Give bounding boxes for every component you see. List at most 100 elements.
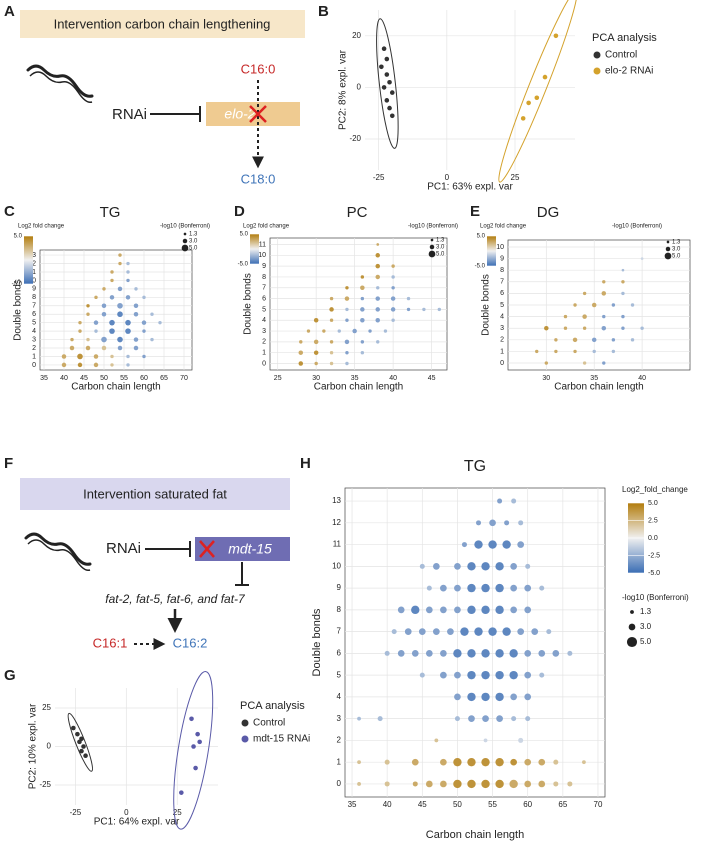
size-legend-label: 1.3 — [189, 232, 198, 238]
bubble — [86, 337, 90, 342]
bubble — [510, 758, 517, 766]
bubble — [360, 296, 365, 301]
bubble — [117, 336, 123, 343]
bubble — [390, 296, 396, 301]
bubble — [510, 606, 517, 614]
y-tick-label: 0 — [337, 779, 342, 788]
bubble — [434, 738, 439, 743]
bubble — [483, 738, 488, 743]
bubble — [495, 779, 504, 789]
bubble — [426, 585, 432, 591]
bubble — [150, 312, 154, 316]
rnai-label: RNAi — [112, 106, 147, 123]
plot-background — [39, 249, 193, 371]
point — [179, 790, 184, 795]
bubble — [544, 325, 549, 331]
bubble — [524, 650, 532, 657]
y-tick-label: 6 — [337, 648, 342, 657]
bubble — [419, 563, 425, 569]
bubble — [582, 326, 587, 330]
bubble — [298, 350, 304, 355]
bubble — [517, 628, 525, 635]
size-legend-label: 1.3 — [640, 607, 652, 616]
bubble — [591, 337, 597, 343]
bubble — [640, 326, 644, 330]
x-tick-label: 40 — [638, 375, 646, 382]
bubble — [78, 329, 82, 333]
bubble — [538, 758, 546, 766]
point — [197, 739, 202, 745]
x-tick-label: 65 — [558, 800, 567, 809]
colorbar-title: Log2_fold_change — [622, 485, 688, 494]
bubble — [468, 715, 475, 723]
bubble — [133, 345, 139, 351]
size-legend-marker — [630, 610, 634, 614]
x-tick-label: 35 — [40, 375, 48, 382]
bubble — [474, 540, 483, 549]
bubble — [418, 628, 426, 635]
bubble — [345, 350, 349, 355]
bubble — [525, 716, 531, 722]
diagram-f: Intervention saturated fat RNAi mdt-15 f… — [20, 478, 290, 650]
bubble — [611, 338, 616, 342]
bubble — [391, 286, 395, 290]
bubble — [110, 278, 114, 283]
bubble — [133, 311, 139, 317]
size-legend-label: 5.0 — [640, 637, 652, 646]
y-tick-label: 1 — [337, 757, 342, 766]
bubble — [299, 340, 303, 344]
bubble — [563, 314, 568, 319]
bubble — [126, 270, 130, 274]
y-tick-label: 10 — [258, 252, 266, 259]
bubble — [118, 261, 122, 266]
worm — [24, 532, 92, 566]
bubble — [481, 670, 490, 680]
colorbar-title: Log2 fold change — [480, 224, 527, 230]
bubble — [77, 353, 83, 360]
bubble — [376, 286, 380, 290]
y-tick-label: 10 — [332, 561, 341, 570]
bubble — [601, 325, 607, 331]
bubble — [391, 275, 395, 279]
bubble — [134, 287, 138, 291]
bubble — [467, 583, 476, 593]
bubble — [109, 328, 115, 334]
size-legend-marker — [183, 232, 187, 236]
bubble — [117, 286, 123, 292]
point — [75, 731, 80, 737]
bubble — [591, 302, 597, 308]
x-tick-label: 70 — [594, 800, 603, 809]
bubble — [101, 311, 107, 317]
bubble — [411, 605, 420, 615]
bubble — [488, 627, 497, 636]
bubble — [377, 716, 383, 722]
y-tick-label: 0 — [500, 360, 504, 367]
y-tick-label: 5 — [500, 302, 504, 309]
bubble — [481, 583, 490, 593]
y-tick-label: 3 — [262, 328, 266, 335]
x-axis-label: Carbon chain length — [554, 382, 644, 393]
panel-label: C — [4, 203, 15, 220]
bubble — [397, 606, 405, 614]
bubble — [621, 314, 625, 319]
bubble — [375, 296, 380, 301]
gene-box — [195, 537, 290, 561]
bubble — [582, 291, 587, 296]
size-legend-title: -log10 (Bonferroni) — [408, 224, 458, 230]
point — [83, 753, 88, 759]
size-legend-marker — [430, 238, 434, 242]
legend-label: Control — [605, 50, 637, 61]
y-axis-label: Double bonds — [481, 274, 492, 336]
bubble — [313, 350, 319, 355]
size-legend-label: 5.0 — [189, 246, 198, 252]
bubble — [101, 303, 107, 309]
bubble — [126, 261, 130, 266]
point — [384, 72, 390, 77]
y-tick-label: 5 — [32, 320, 36, 327]
bubble — [531, 628, 539, 635]
product: C18:0 — [241, 171, 276, 186]
bubble — [376, 340, 380, 344]
bubble — [384, 781, 390, 787]
bubble — [77, 362, 83, 368]
